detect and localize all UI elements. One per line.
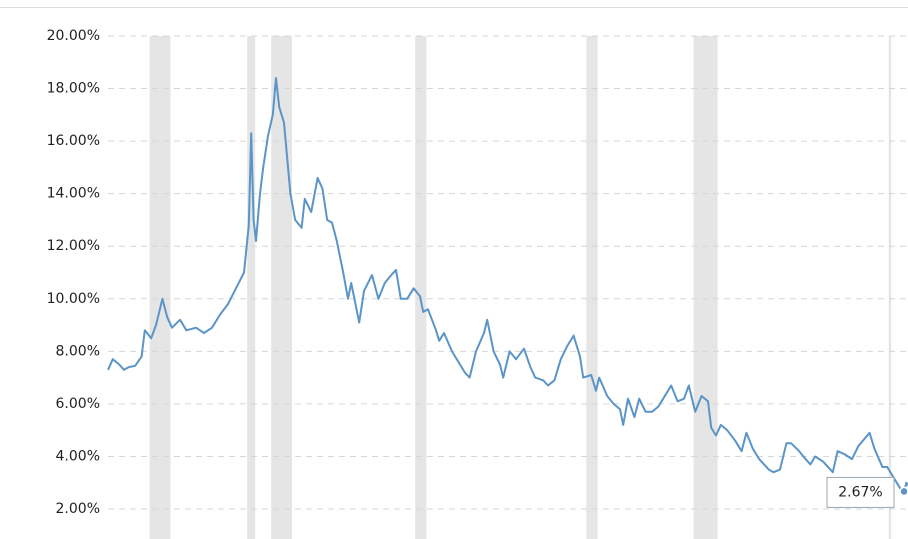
y-tick-label: 10.00% bbox=[47, 291, 100, 307]
shaded-region bbox=[247, 36, 256, 539]
shaded-region bbox=[586, 36, 598, 539]
shaded-region bbox=[693, 36, 718, 539]
data-line bbox=[107, 77, 908, 493]
y-tick-label: 16.00% bbox=[47, 133, 100, 149]
y-tick-label: 4.00% bbox=[56, 448, 100, 464]
tooltip-box bbox=[826, 476, 895, 508]
y-tick-label: 6.00% bbox=[56, 396, 100, 412]
highlight-marker bbox=[899, 486, 908, 497]
y-tick-label: 12.00% bbox=[47, 238, 100, 254]
y-tick-label: 2.00% bbox=[56, 501, 100, 517]
shaded-region bbox=[415, 36, 427, 539]
shaded-region bbox=[149, 36, 171, 539]
tooltip-label: 2.67% bbox=[838, 484, 882, 500]
y-tick-label: 8.00% bbox=[56, 343, 100, 359]
shaded-region bbox=[888, 36, 892, 539]
y-tick-label: 14.00% bbox=[47, 186, 100, 202]
y-tick-label: 20.00% bbox=[47, 28, 100, 44]
y-tick-label: 18.00% bbox=[47, 81, 100, 97]
